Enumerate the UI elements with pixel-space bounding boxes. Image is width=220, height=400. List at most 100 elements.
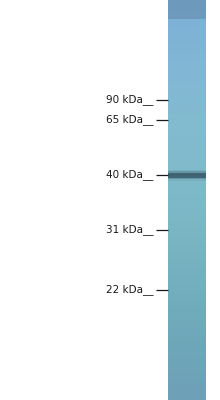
Bar — [168, 10, 206, 11]
Bar — [168, 79, 206, 80]
Bar — [168, 222, 206, 223]
Bar — [168, 170, 206, 171]
Bar — [168, 375, 206, 376]
Bar — [168, 377, 206, 378]
Bar — [168, 165, 206, 166]
Bar — [168, 175, 206, 176]
Bar — [168, 136, 206, 137]
Bar — [168, 11, 206, 12]
Bar — [168, 69, 206, 70]
Bar — [168, 232, 206, 233]
Bar — [168, 327, 206, 328]
Bar — [168, 398, 206, 399]
Bar — [168, 190, 206, 191]
Bar — [168, 307, 206, 308]
Bar — [168, 140, 206, 141]
Bar — [168, 226, 206, 227]
Bar — [168, 376, 206, 377]
Bar — [168, 127, 206, 128]
Bar — [168, 6, 206, 7]
Bar — [168, 303, 206, 304]
Bar — [168, 326, 206, 327]
Bar — [168, 237, 206, 238]
Bar — [168, 161, 206, 162]
Bar — [168, 87, 206, 88]
Bar — [168, 130, 206, 131]
Bar — [168, 176, 206, 177]
Bar — [168, 331, 206, 332]
Bar — [168, 13, 206, 14]
Bar — [168, 58, 206, 59]
Bar — [168, 234, 206, 235]
Bar — [168, 333, 206, 334]
Bar — [168, 320, 206, 321]
Bar — [168, 218, 206, 219]
Bar — [168, 133, 206, 134]
Bar — [168, 347, 206, 348]
Text: 40 kDa__: 40 kDa__ — [106, 170, 153, 180]
Bar — [168, 24, 206, 25]
Bar — [168, 167, 206, 168]
Bar — [168, 257, 206, 258]
Bar — [168, 47, 206, 48]
Bar — [168, 353, 206, 354]
Bar — [168, 253, 206, 254]
Bar — [168, 295, 206, 296]
Bar — [168, 368, 206, 369]
Bar — [168, 48, 206, 49]
Bar — [168, 198, 206, 199]
Bar — [168, 315, 206, 316]
Bar — [168, 171, 206, 172]
Bar — [168, 352, 206, 353]
Bar — [168, 204, 206, 205]
Bar — [168, 349, 206, 350]
Bar — [168, 145, 206, 146]
Bar — [168, 239, 206, 240]
Bar — [168, 141, 206, 142]
Bar — [168, 180, 206, 181]
Bar — [168, 289, 206, 290]
Bar — [168, 122, 206, 123]
Bar — [168, 92, 206, 93]
Bar — [168, 263, 206, 264]
Bar — [168, 164, 206, 165]
Bar — [168, 44, 206, 45]
Bar — [168, 383, 206, 384]
Text: 90 kDa__: 90 kDa__ — [106, 94, 153, 106]
Bar — [168, 40, 206, 41]
Bar — [168, 366, 206, 367]
Bar — [168, 267, 206, 268]
Bar — [168, 170, 206, 174]
Bar — [168, 36, 206, 37]
Bar — [168, 142, 206, 143]
Bar — [168, 202, 206, 203]
Bar — [168, 280, 206, 281]
Bar — [168, 32, 206, 33]
Bar — [168, 336, 206, 337]
Bar — [168, 300, 206, 301]
Bar — [168, 174, 206, 179]
Bar — [168, 157, 206, 158]
Bar — [168, 14, 206, 15]
Bar — [168, 76, 206, 77]
Bar — [168, 296, 206, 297]
Bar — [168, 8, 206, 9]
Bar — [168, 65, 206, 66]
Bar — [168, 203, 206, 204]
Bar — [168, 27, 206, 28]
Bar — [168, 189, 206, 190]
Bar — [168, 256, 206, 257]
Bar — [168, 80, 206, 81]
Bar — [168, 364, 206, 365]
Bar — [168, 160, 206, 161]
Bar — [168, 135, 206, 136]
Bar — [168, 9, 206, 10]
Bar — [168, 265, 206, 266]
Bar — [168, 329, 206, 330]
Bar — [168, 285, 206, 286]
Bar — [168, 355, 206, 356]
Bar — [168, 26, 206, 27]
Bar — [168, 12, 206, 13]
Bar — [168, 45, 206, 46]
Bar — [168, 216, 206, 217]
